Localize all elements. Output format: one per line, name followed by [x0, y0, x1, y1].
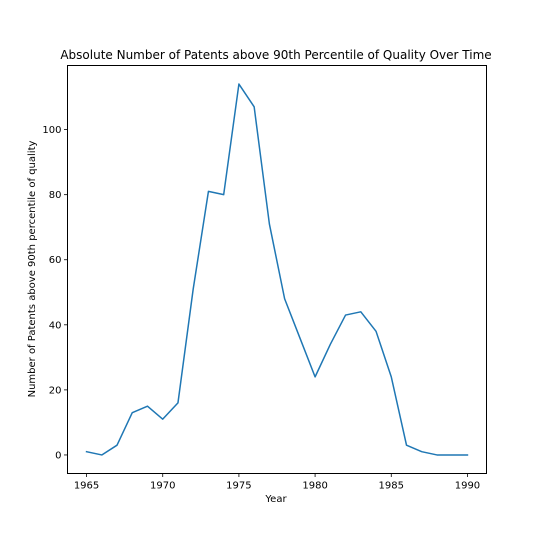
x-tick-label: 1975: [226, 481, 251, 492]
x-tick-label: 1990: [455, 481, 480, 492]
y-tick-label: 100: [42, 125, 61, 136]
y-tick-label: 60: [49, 255, 62, 266]
x-tick-label: 1980: [302, 481, 327, 492]
y-axis-label: Number of Patents above 90th percentile …: [27, 141, 38, 398]
x-axis-label: Year: [264, 494, 287, 505]
y-tick-label: 40: [49, 320, 62, 331]
x-tick-label: 1970: [150, 481, 175, 492]
chart-title: Absolute Number of Patents above 90th Pe…: [60, 48, 491, 62]
y-tick-label: 0: [55, 450, 61, 461]
y-tick-label: 20: [49, 385, 62, 396]
y-tick-label: 80: [49, 190, 62, 201]
x-tick-label: 1985: [379, 481, 404, 492]
x-tick-label: 1965: [74, 481, 99, 492]
